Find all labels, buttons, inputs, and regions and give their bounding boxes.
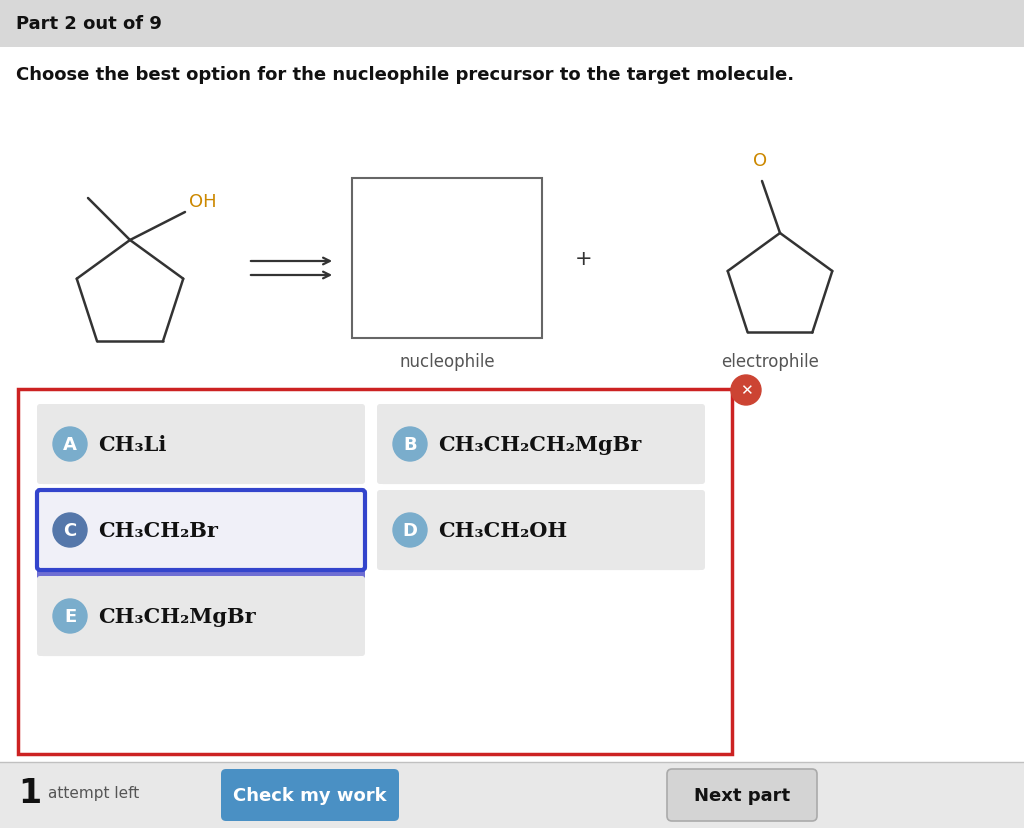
Text: CH₃Li: CH₃Li bbox=[98, 435, 166, 455]
Text: 1: 1 bbox=[18, 777, 41, 810]
Text: CH₃CH₂Br: CH₃CH₂Br bbox=[98, 520, 218, 541]
FancyBboxPatch shape bbox=[667, 769, 817, 821]
Text: B: B bbox=[403, 436, 417, 454]
Text: Choose the best option for the nucleophile precursor to the target molecule.: Choose the best option for the nucleophi… bbox=[16, 66, 795, 84]
Circle shape bbox=[393, 513, 427, 547]
Bar bbox=[0, 0, 1024, 48]
FancyBboxPatch shape bbox=[37, 563, 365, 580]
FancyBboxPatch shape bbox=[37, 576, 365, 657]
Bar bbox=[18, 389, 732, 754]
Text: electrophile: electrophile bbox=[721, 353, 819, 371]
Circle shape bbox=[53, 599, 87, 633]
Text: attempt left: attempt left bbox=[48, 786, 139, 801]
FancyBboxPatch shape bbox=[377, 490, 705, 570]
Text: C: C bbox=[63, 522, 77, 539]
Bar bbox=[352, 179, 542, 339]
Text: Part 2 out of 9: Part 2 out of 9 bbox=[16, 15, 162, 33]
FancyBboxPatch shape bbox=[37, 490, 365, 570]
Bar bbox=[0, 762, 1024, 828]
Text: CH₃CH₂MgBr: CH₃CH₂MgBr bbox=[98, 606, 256, 626]
Text: ✕: ✕ bbox=[739, 383, 753, 398]
Text: O: O bbox=[753, 152, 767, 170]
Text: nucleophile: nucleophile bbox=[399, 353, 495, 371]
Text: CH₃CH₂CH₂MgBr: CH₃CH₂CH₂MgBr bbox=[438, 435, 641, 455]
Text: +: + bbox=[575, 248, 593, 268]
Text: Check my work: Check my work bbox=[233, 786, 387, 804]
Circle shape bbox=[53, 513, 87, 547]
Text: OH: OH bbox=[189, 193, 217, 211]
FancyBboxPatch shape bbox=[37, 405, 365, 484]
Text: E: E bbox=[63, 607, 76, 625]
Text: D: D bbox=[402, 522, 418, 539]
FancyBboxPatch shape bbox=[221, 769, 399, 821]
Circle shape bbox=[393, 427, 427, 461]
Circle shape bbox=[53, 427, 87, 461]
FancyBboxPatch shape bbox=[377, 405, 705, 484]
Circle shape bbox=[731, 376, 761, 406]
Text: CH₃CH₂OH: CH₃CH₂OH bbox=[438, 520, 567, 541]
Text: A: A bbox=[63, 436, 77, 454]
Text: Next part: Next part bbox=[694, 786, 791, 804]
